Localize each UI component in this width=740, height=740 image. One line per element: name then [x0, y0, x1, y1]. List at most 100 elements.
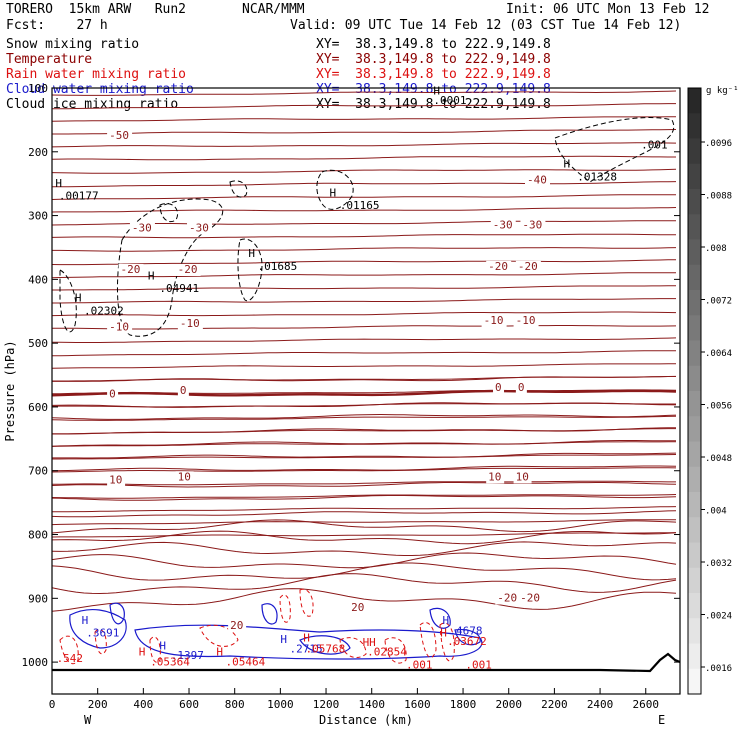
colorbar-segment	[688, 618, 701, 644]
isotherm-line	[51, 573, 677, 595]
colorbar-segment	[688, 643, 701, 670]
isotherm-line	[51, 530, 677, 545]
isotherm-line	[51, 495, 677, 501]
isotherm-label: 0	[180, 384, 187, 397]
cloud-water-contour	[109, 602, 125, 625]
legend-item: Snow mixing ratio	[6, 37, 140, 52]
maximum-label: H	[55, 177, 62, 190]
x-tick-label: 1200	[313, 698, 340, 711]
y-tick-label: 100	[28, 82, 48, 95]
colorbar-segment	[688, 264, 701, 291]
init-time: Init: 06 UTC Mon 13 Feb 12	[506, 2, 710, 17]
isotherm-label: -40	[527, 174, 547, 187]
isotherm-label: -10	[484, 314, 504, 327]
isotherm-label: 0	[109, 387, 116, 400]
isotherm-line	[51, 194, 676, 200]
isotherm-label: -20	[121, 263, 141, 276]
colorbar-segment	[688, 416, 701, 442]
isotherm-label-bg	[187, 222, 213, 235]
x-tick-label: 0	[49, 698, 56, 711]
maximum-label: H	[280, 633, 287, 646]
zero-isotherm	[51, 389, 677, 397]
x-tick-label: 1800	[450, 698, 477, 711]
x-tick-label: 1400	[358, 698, 385, 711]
legend-item: Rain water mixing ratio	[6, 67, 187, 82]
isotherm-line	[51, 350, 676, 357]
isotherm-label-bg	[228, 619, 247, 632]
x-tick-label: 600	[179, 698, 199, 711]
isotherm-label: 10	[516, 470, 529, 483]
isotherm-line	[51, 168, 677, 174]
maximum-label: H	[75, 292, 82, 305]
isotherm-line	[51, 402, 677, 408]
isotherm-line	[51, 413, 677, 420]
y-tick-label: 300	[28, 210, 48, 223]
isotherm-label-bg	[493, 382, 505, 394]
isotherm-label: -20	[488, 260, 508, 273]
colorbar-segment	[688, 492, 701, 518]
maximum-label: .3691	[86, 627, 119, 640]
isotherm-line	[51, 519, 677, 534]
plot-frame	[51, 87, 681, 695]
maximum-label: .1397	[171, 649, 204, 662]
isotherm-line	[51, 363, 676, 369]
isotherm-line	[51, 541, 677, 556]
colorbar-segment	[688, 365, 701, 392]
isotherm-label-bg	[520, 219, 546, 232]
isotherm-line	[52, 375, 677, 382]
maximum-label: H	[159, 639, 166, 652]
isotherm-line	[52, 285, 677, 291]
colorbar-tick-label: .0016	[705, 664, 732, 674]
x-tick-label: 1600	[404, 698, 431, 711]
maximum-label: H	[564, 158, 571, 171]
legend-xy: XY= 38.3,149.8 to 222.9,149.8	[316, 37, 551, 52]
isotherm-label: -20	[518, 260, 538, 273]
isotherm-line	[52, 298, 676, 304]
colorbar-segment	[688, 113, 701, 139]
maximum-label: H	[248, 247, 255, 260]
isotherm-label-bg	[486, 260, 512, 273]
maximum-label: HH	[363, 636, 376, 649]
isotherm-label: -10	[109, 320, 129, 333]
isotherm-label-bg	[175, 263, 201, 276]
rain-water-contour	[339, 637, 367, 658]
maximum-label: H	[433, 84, 440, 97]
cloud-ice-contour	[159, 203, 178, 223]
isotherm-line	[51, 562, 677, 581]
isotherm-label-bg	[513, 315, 539, 328]
maximum-label: H	[148, 269, 155, 282]
maximum-label: H	[443, 614, 450, 627]
isotherm-line	[51, 259, 677, 266]
isotherm-line	[51, 142, 677, 148]
legend-item: Temperature	[6, 52, 93, 67]
colorbar-segment	[688, 189, 701, 215]
colorbar-tick-label: .0096	[705, 139, 732, 149]
cloud-water-contour	[134, 624, 483, 660]
colorbar-segment	[688, 290, 701, 316]
maximum-label: H	[303, 632, 310, 645]
maximum-label: .01165	[340, 199, 380, 212]
colorbar-segment	[688, 239, 701, 266]
y-axis-title: Pressure (hPa)	[3, 340, 17, 441]
isotherm-label: -20	[497, 592, 517, 605]
colorbar-tick-label: .0064	[705, 349, 732, 359]
colorbar-tick-label: .008	[705, 244, 727, 254]
y-tick-label: 800	[28, 529, 48, 542]
maximum-label: .04941	[159, 282, 199, 295]
isotherm-line	[52, 129, 677, 135]
rain-water-contour	[419, 622, 437, 658]
cloud-water-contour	[299, 635, 351, 655]
x-tick-label: 800	[225, 698, 245, 711]
rain-water-contour	[299, 588, 314, 617]
isotherm-label: 0	[495, 381, 502, 394]
isotherm-line	[51, 519, 676, 526]
isotherm-label-bg	[107, 388, 119, 401]
isotherm-line	[52, 454, 677, 460]
isotherm-line	[51, 552, 677, 569]
colorbar-segment	[688, 214, 701, 240]
isotherm-line	[52, 103, 676, 110]
cloud-ice-contour	[59, 269, 77, 333]
isotherm-line	[51, 116, 676, 122]
colorbar-segment	[688, 441, 701, 468]
